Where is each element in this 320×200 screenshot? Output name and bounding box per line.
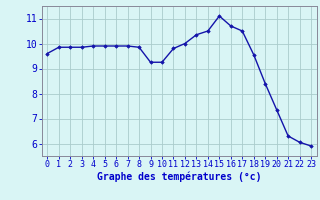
X-axis label: Graphe des températures (°c): Graphe des températures (°c) [97, 172, 261, 182]
